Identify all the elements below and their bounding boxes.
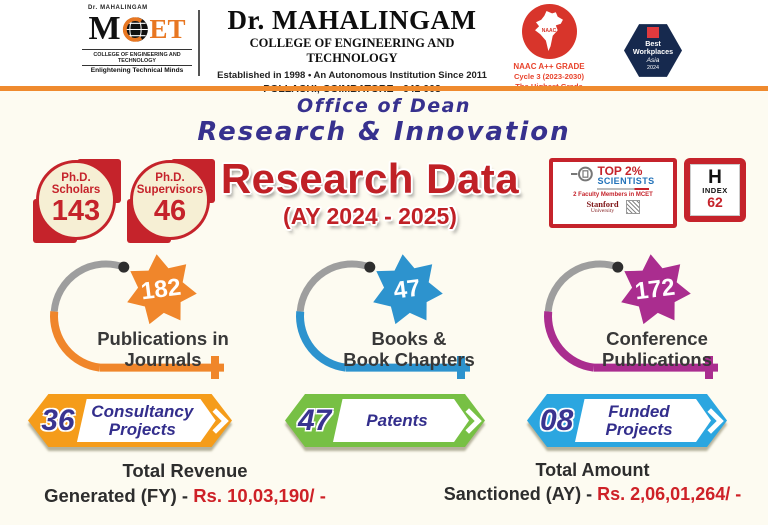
header-orange-rule	[0, 86, 768, 91]
top2-subtitle: 2 Faculty Members in MCET	[573, 191, 653, 198]
academic-year: (AY 2024 - 2025)	[283, 203, 457, 229]
office-of-dean-title: Office of Dean	[297, 95, 471, 117]
banner-value: 08	[540, 403, 574, 437]
h-index-badge: H INDEX 62	[684, 158, 746, 222]
best-workplaces-badge: Best Workplaces Asia 2024	[624, 23, 682, 78]
banner-label-line1: Patents	[366, 410, 428, 430]
logo-college-text: COLLEGE OF ENGINEERING AND TECHNOLOGY	[82, 49, 192, 64]
naac-logo-text: NAAC	[541, 28, 557, 34]
total-revenue-amount: Rs. 10,03,190/ -	[193, 485, 326, 506]
gptw-year: 2024	[647, 65, 659, 72]
phd-scholars-value: 143	[51, 195, 101, 228]
banner-value: 47	[298, 403, 332, 437]
page-title: Research Data	[220, 155, 520, 202]
banner-label-line1: Funded	[608, 401, 670, 421]
stat-value: 182	[139, 273, 183, 306]
banner-patents: Patents 47	[285, 394, 485, 447]
total-sanctioned-amount: Rs. 2,06,01,264/ -	[597, 484, 742, 504]
stat-label-line1: Books &	[371, 328, 447, 349]
top2-title: TOP 2%	[597, 164, 643, 178]
phd-supervisors-value: 46	[153, 195, 187, 228]
banner-label-line2: Projects	[108, 419, 176, 439]
total-revenue-line1: Total Revenue	[122, 460, 248, 481]
banner-label-line1: Consultancy	[91, 401, 194, 421]
stat-books-chapters: 47 Books & Book Chapters	[274, 252, 510, 394]
hexagon-badge-icon: Best Workplaces Asia 2024	[624, 24, 682, 77]
gptw-line3: Asia	[646, 56, 660, 64]
banner-value: 36	[41, 403, 75, 437]
naac-logo-icon: NAAC	[521, 4, 577, 59]
stat-label-line2: Journals	[124, 348, 202, 370]
banner-consultancy-projects: Consultancy Projects 36	[28, 394, 232, 447]
arc-decoration	[544, 260, 718, 379]
logo-letters-et: ET	[149, 13, 186, 44]
header: Dr. MAHALINGAM M ET COLLEGE OF ENGINEERI…	[0, 0, 768, 95]
college-name: Dr. MAHALINGAM	[227, 5, 477, 35]
stat-publications-journals: 182 Publications in Journals	[28, 252, 264, 394]
total-revenue-block: Total Revenue Generated (FY) - Rs. 10,03…	[25, 460, 345, 507]
total-sanctioned-label: Sanctioned (AY) -	[443, 484, 598, 504]
college-subtitle: COLLEGE OF ENGINEERING AND TECHNOLOGY	[249, 35, 455, 65]
logo-pre-text: Dr. MAHALINGAM	[88, 5, 148, 11]
stanford-text: Stanford	[586, 198, 619, 209]
top2-scientists-card: TOP 2% SCIENTISTS 2 Faculty Members in M…	[549, 158, 677, 228]
total-revenue-label: Generated (FY) -	[44, 485, 194, 506]
total-sanctioned-line1: Total Amount	[535, 460, 650, 480]
gptw-line1: Best	[645, 39, 661, 48]
globe-icon	[122, 16, 148, 42]
stat-label-line1: Publications in	[97, 328, 229, 349]
top2-tagline-bar	[597, 187, 650, 191]
logo-letter-m: M	[88, 10, 121, 47]
phd-scholars-label-2: Scholars	[51, 184, 101, 197]
total-sanctioned-block: Total Amount Sanctioned (AY) - Rs. 2,06,…	[420, 460, 765, 505]
phd-scholars-label-1: Ph.D.	[61, 172, 91, 184]
gptw-line2: Workplaces	[632, 47, 674, 57]
arc-decoration	[50, 260, 224, 379]
phd-supervisors-label-1: Ph.D.	[155, 172, 185, 184]
h-index-label: INDEX	[702, 186, 728, 196]
arc-decoration	[296, 260, 470, 379]
magnifier-docs-icon	[571, 166, 594, 182]
top2-scientists: SCIENTISTS	[597, 176, 655, 186]
h-index-value: 62	[707, 194, 723, 211]
stat-label-line2: Publications	[602, 348, 712, 370]
stat-value: 47	[392, 274, 422, 305]
logo-tagline: Enlightening Technical Minds	[82, 65, 192, 74]
stanford-university-text: University	[590, 208, 615, 215]
h-index-letter: H	[708, 167, 722, 189]
elsevier-logo	[625, 200, 640, 215]
naac-grade: NAAC A++ GRADE	[513, 62, 585, 71]
phd-supervisors-label-2: Supervisors	[136, 184, 204, 197]
mcet-logo: Dr. MAHALINGAM M ET COLLEGE OF ENGINEERI…	[82, 5, 192, 74]
banner-funded-projects: Funded Projects 08	[527, 394, 727, 447]
stat-label-line1: Conference	[606, 328, 708, 349]
banner-label-line2: Projects	[605, 419, 673, 439]
header-divider-line	[198, 10, 200, 76]
research-innovation-title: Research & Innovation	[197, 117, 571, 147]
gptw-flag-icon	[647, 27, 659, 38]
college-title-block: Dr. MAHALINGAM COLLEGE OF ENGINEERING AN…	[203, 5, 501, 94]
phd-scholars-badge: Ph.D. Scholars 143	[33, 157, 121, 245]
stat-conference-publications: 172 Conference Publications	[522, 252, 758, 394]
naac-badge: NAAC NAAC A++ GRADE Cycle 3 (2023-2030) …	[506, 4, 592, 92]
stat-label-line2: Book Chapters	[343, 348, 475, 370]
naac-cycle: Cycle 3 (2023-2030)	[513, 72, 585, 82]
stat-value: 172	[633, 273, 677, 306]
college-established: Established in 1998 • An Autonomous Inst…	[217, 69, 487, 81]
phd-supervisors-badge: Ph.D. Supervisors 46	[127, 157, 215, 245]
